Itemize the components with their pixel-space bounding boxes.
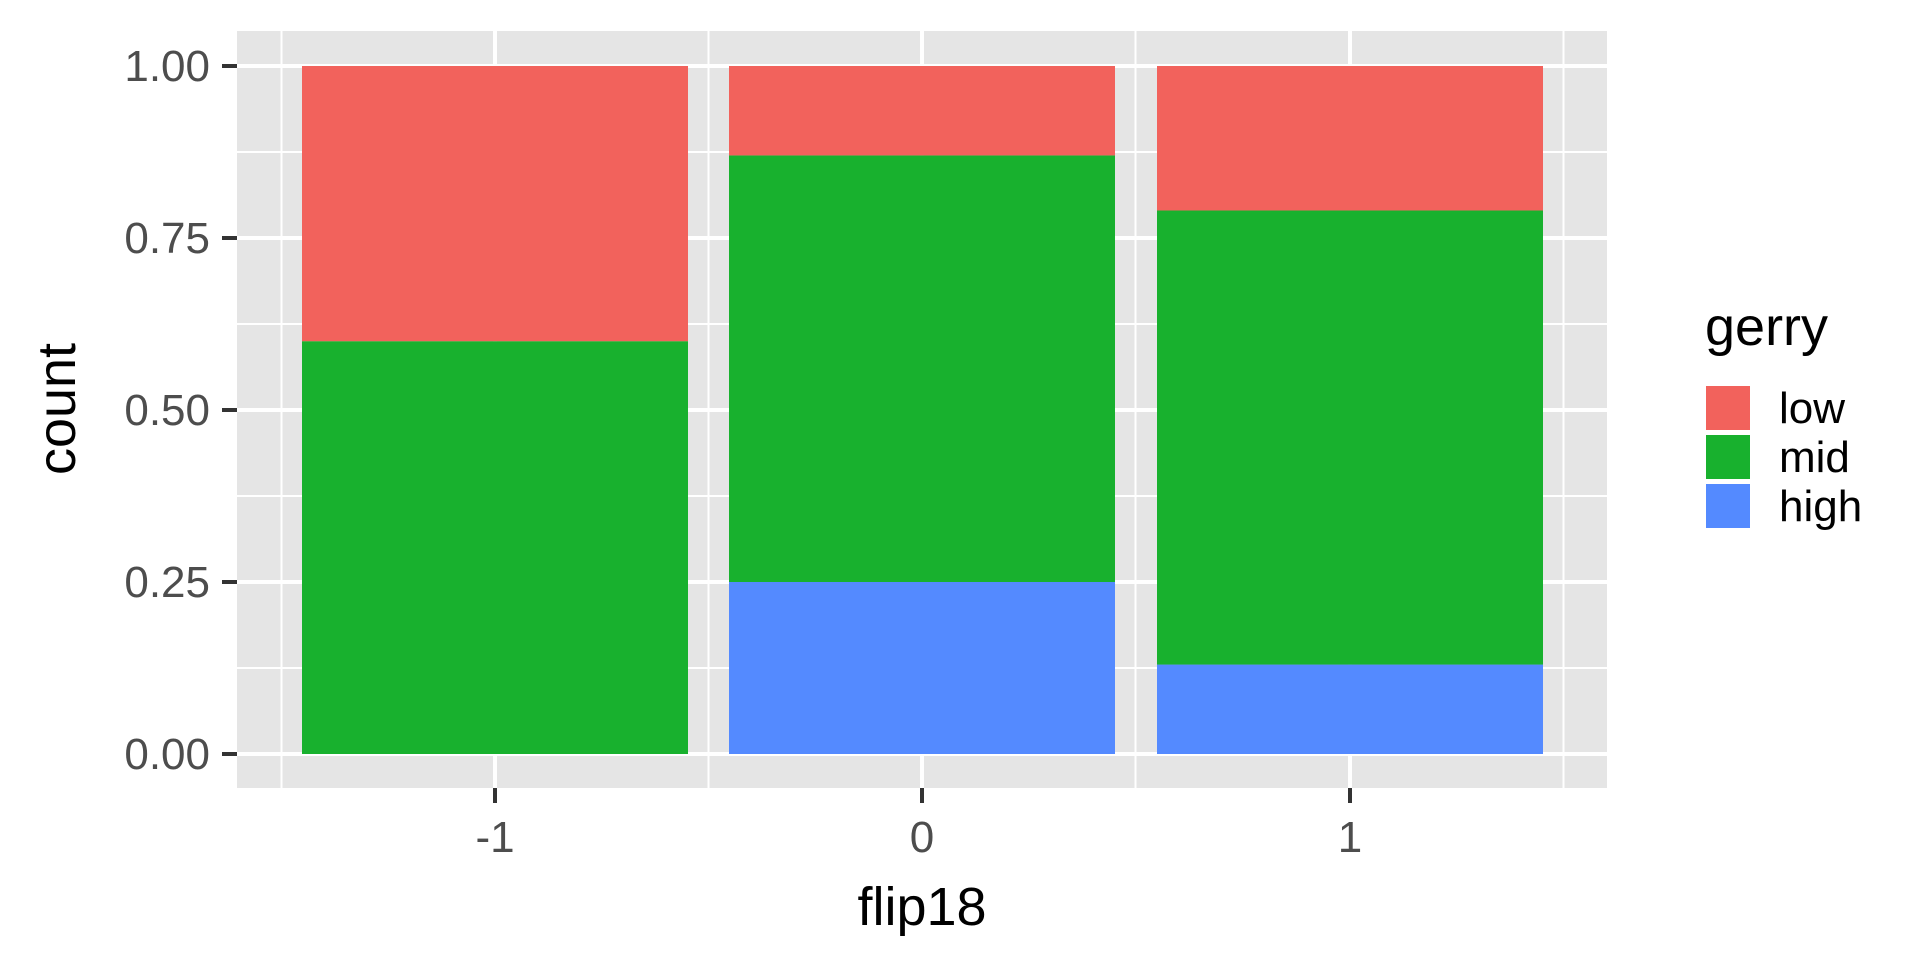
bar-segment-mid-neg1 xyxy=(302,341,688,754)
bar-segment-high-1 xyxy=(1157,664,1543,754)
y-tick-label: 1.00 xyxy=(124,42,210,91)
axes: 0.00 0.25 0.50 0.75 1.00 -1 0 1 xyxy=(124,42,1362,862)
y-tick-label: 0.75 xyxy=(124,214,210,263)
legend-label-high: high xyxy=(1779,482,1862,531)
y-tick-label: 0.50 xyxy=(124,386,210,435)
y-tick-label: 0.25 xyxy=(124,558,210,607)
bar-segment-low-0 xyxy=(729,66,1115,156)
bar-segment-mid-1 xyxy=(1157,210,1543,665)
bar-segment-low-neg1 xyxy=(302,66,688,342)
x-tick-label: 0 xyxy=(910,813,934,862)
x-tick-label: 1 xyxy=(1338,813,1362,862)
x-tick-label: -1 xyxy=(475,813,514,862)
legend-title: gerry xyxy=(1705,297,1828,357)
y-axis-title: count xyxy=(27,343,87,475)
legend-key-low xyxy=(1704,384,1752,432)
x-axis-title: flip18 xyxy=(857,877,986,937)
legend-label-low: low xyxy=(1779,384,1845,433)
bar-segment-mid-0 xyxy=(729,155,1115,582)
bar-segment-low-1 xyxy=(1157,66,1543,211)
bars xyxy=(302,66,1543,754)
y-tick-label: 0.00 xyxy=(124,730,210,779)
legend-key-mid xyxy=(1704,433,1752,481)
bar-segment-high-0 xyxy=(729,582,1115,754)
legend-key-high xyxy=(1704,482,1752,530)
legend-label-mid: mid xyxy=(1779,433,1850,482)
